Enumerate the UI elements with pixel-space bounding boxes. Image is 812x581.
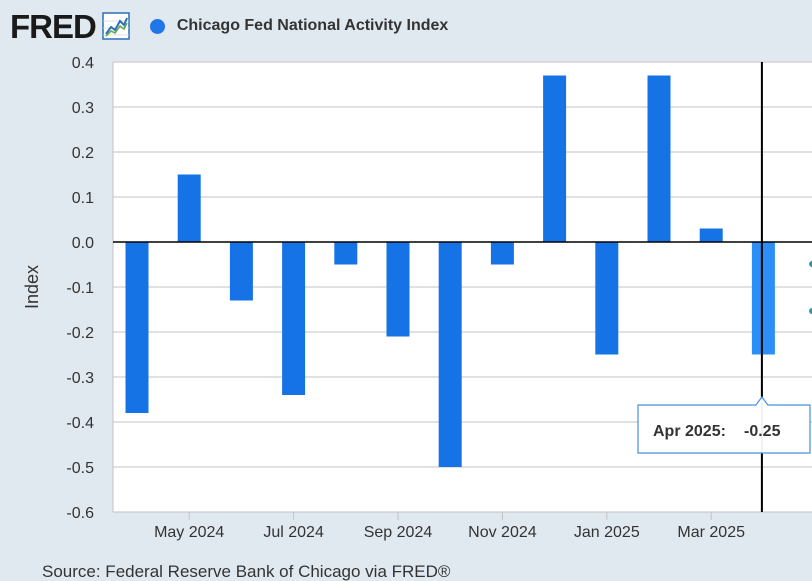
bar-nov-2024[interactable] xyxy=(490,242,514,265)
x-tick-label: Mar 2025 xyxy=(677,524,745,541)
trend-line-icon[interactable] xyxy=(102,12,130,40)
y-tick-label: 0.0 xyxy=(72,235,94,252)
y-tick-label: -0.2 xyxy=(66,325,94,342)
bar-feb-2025[interactable] xyxy=(647,75,671,243)
y-tick-label: 0.1 xyxy=(72,190,94,207)
bar-mar-2025[interactable] xyxy=(699,228,723,243)
edge-marker-dot xyxy=(809,261,812,267)
bar-jan-2025[interactable] xyxy=(595,242,619,355)
y-tick-label: -0.6 xyxy=(66,505,94,522)
y-tick-label: -0.5 xyxy=(66,460,94,477)
tooltip-value: -0.25 xyxy=(744,423,781,440)
y-tick-label: -0.4 xyxy=(66,415,94,432)
edge-marker-dot xyxy=(809,308,812,314)
bar-series[interactable] xyxy=(125,75,775,468)
bar-apr-2024[interactable] xyxy=(125,242,149,413)
y-axis-tick-labels: 0.4 0.3 0.2 0.1 0.0 -0.1 -0.2 -0.3 -0.4 -0.5 -0.6 xyxy=(66,55,94,522)
x-tick-label: Jan 2025 xyxy=(574,524,640,541)
y-tick-label: 0.3 xyxy=(72,100,94,117)
bar-dec-2024[interactable] xyxy=(543,75,567,243)
x-axis-tick-labels: May 2024 Jul 2024 Sep 2024 Nov 2024 Jan 2025… xyxy=(154,512,745,541)
chart-header: FRED Chicago Fed National Activity Index xyxy=(10,8,448,44)
fred-logo[interactable]: FRED xyxy=(10,7,97,45)
tooltip: Apr 2025: -0.25 xyxy=(637,396,811,454)
y-tick-label: -0.3 xyxy=(66,370,94,387)
bar-jul-2024[interactable] xyxy=(282,242,306,395)
y-tick-label: 0.4 xyxy=(72,55,94,72)
x-tick-label: May 2024 xyxy=(154,524,224,541)
x-tick-label: Jul 2024 xyxy=(263,524,324,541)
x-tick-label: Sep 2024 xyxy=(364,524,433,541)
bar-oct-2024[interactable] xyxy=(438,242,462,467)
tooltip-date: Apr 2025: xyxy=(653,423,726,440)
bar-jun-2024[interactable] xyxy=(229,242,253,301)
y-tick-label: 0.2 xyxy=(72,145,94,162)
bar-apr-2025[interactable] xyxy=(751,242,775,355)
x-tick-label: Nov 2024 xyxy=(468,524,537,541)
y-tick-label: -0.1 xyxy=(66,280,94,297)
y-axis-label: Index xyxy=(22,265,42,309)
bar-aug-2024[interactable] xyxy=(334,242,358,265)
tooltip-box xyxy=(637,396,811,454)
bar-chart: 0.40.30.20.10.0-0.1-0.2-0.3-0.4-0.5-0.6 … xyxy=(22,55,812,541)
legend-series-label[interactable]: Chicago Fed National Activity Index xyxy=(176,17,449,34)
bar-sep-2024[interactable] xyxy=(386,242,410,337)
legend-series-marker xyxy=(149,18,165,34)
source-note: Source: Federal Reserve Bank of Chicago … xyxy=(42,562,451,581)
bar-may-2024[interactable] xyxy=(177,174,201,243)
